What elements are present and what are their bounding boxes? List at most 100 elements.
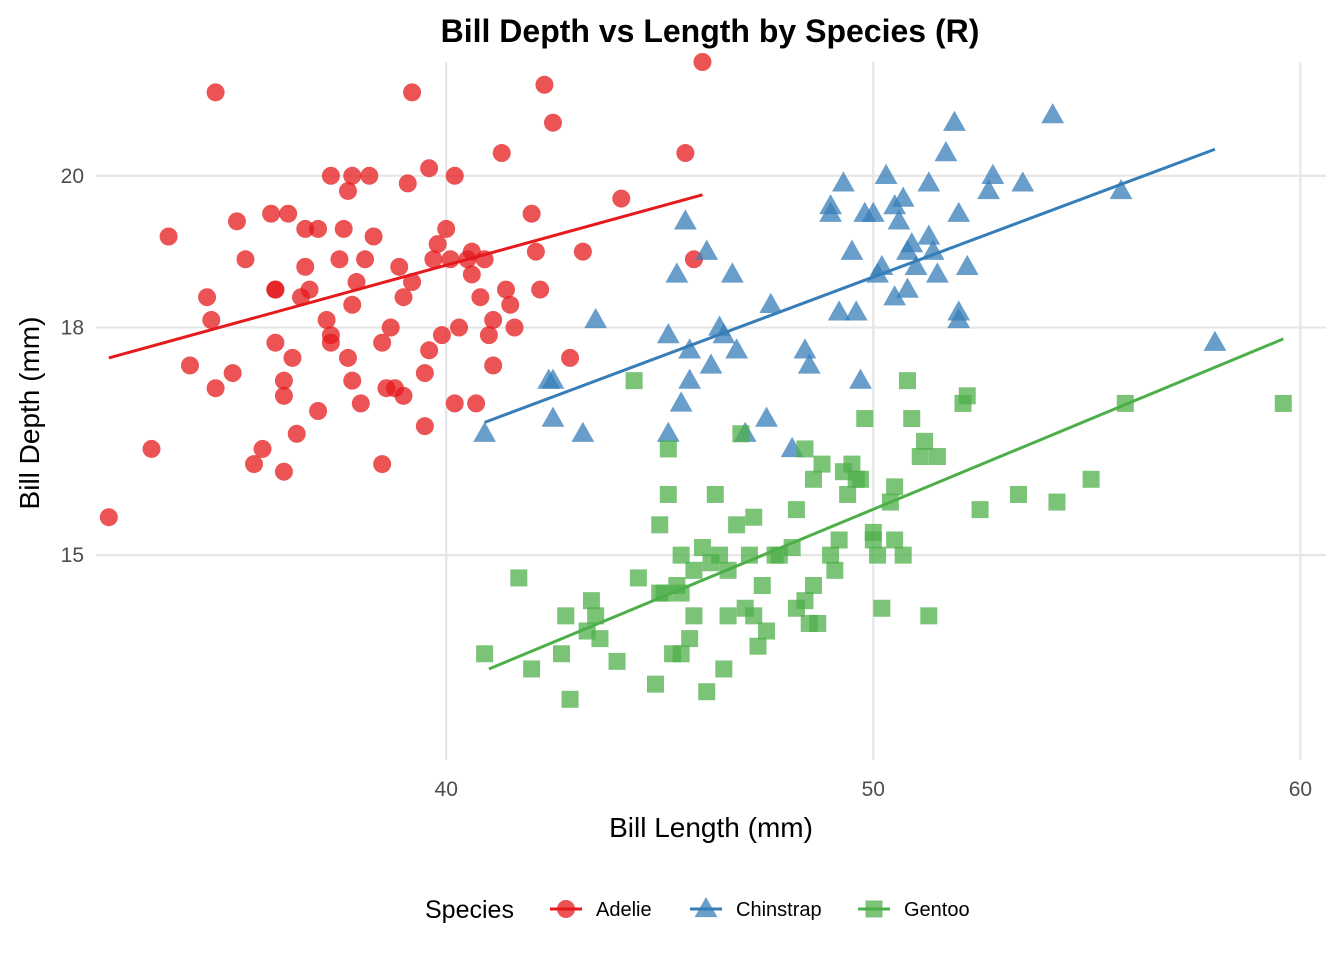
adelie-point: [479, 326, 498, 345]
adelie-point: [441, 250, 460, 269]
chinstrap-point: [678, 338, 702, 359]
adelie-point: [206, 83, 225, 102]
gentoo-point: [869, 546, 887, 564]
x-axis-title: Bill Length (mm): [609, 812, 813, 843]
adelie-point: [283, 348, 302, 367]
adelie-point: [317, 310, 336, 329]
chinstrap-point: [712, 323, 736, 344]
adelie-point: [330, 250, 349, 269]
gentoo-point: [719, 607, 737, 625]
gentoo-point: [834, 463, 852, 481]
gentoo-point: [553, 645, 571, 663]
gentoo-point: [685, 561, 703, 579]
gentoo-point: [625, 372, 643, 390]
adelie-point: [428, 235, 447, 254]
gentoo-point: [659, 485, 677, 503]
adelie-point: [373, 455, 392, 474]
adelie-point: [253, 439, 272, 458]
adelie-point: [475, 250, 494, 269]
chinstrap-point: [921, 239, 945, 260]
adelie-point: [403, 83, 422, 102]
gentoo-point: [783, 539, 801, 557]
chinstrap-point: [673, 209, 697, 230]
gentoo-point: [898, 372, 916, 390]
chinstrap-point: [887, 209, 911, 230]
adelie-point: [462, 265, 481, 284]
chinstrap-point: [695, 239, 719, 260]
adelie-point: [279, 204, 298, 223]
gentoo-point: [903, 410, 921, 428]
chinstrap-fit-line: [484, 147, 1216, 424]
adelie-point: [573, 242, 592, 261]
gentoo-point: [971, 501, 989, 519]
gentoo-point: [587, 607, 605, 625]
gentoo-point: [886, 531, 904, 549]
x-tick-label: 60: [1289, 778, 1312, 801]
adelie-point: [424, 250, 443, 269]
gentoo-point: [911, 448, 929, 466]
gentoo-point: [1048, 493, 1066, 511]
adelie-point: [445, 166, 464, 185]
gentoo-point: [916, 432, 934, 450]
gentoo-point: [873, 599, 891, 617]
gentoo-point: [809, 614, 827, 632]
adelie-point: [505, 318, 524, 337]
adelie-point: [198, 288, 217, 307]
gentoo-point: [715, 660, 733, 678]
adelie-point: [321, 166, 340, 185]
adelie-point: [321, 333, 340, 352]
chinstrap-point: [870, 254, 894, 276]
gentoo-point: [805, 470, 822, 488]
gentoo-point: [608, 652, 626, 670]
gentoo-point: [894, 546, 912, 564]
chinstrap-point: [584, 307, 608, 329]
adelie-point: [450, 318, 469, 337]
y-tick-label: 15: [61, 544, 84, 567]
chinstrap-point: [1011, 171, 1035, 192]
gentoo-point: [1082, 470, 1100, 488]
gentoo-point: [591, 630, 609, 648]
adelie-point: [338, 348, 357, 367]
gentoo-point: [920, 607, 938, 625]
adelie-point: [206, 379, 225, 398]
gentoo-point: [856, 410, 874, 428]
gentoo-point: [928, 448, 946, 466]
adelie-point: [99, 508, 118, 527]
adelie-point: [227, 212, 246, 231]
chinstrap-point: [943, 110, 966, 131]
adelie-point: [373, 333, 392, 352]
gentoo-point: [753, 577, 771, 594]
chinstrap-point: [541, 406, 565, 427]
chinstrap-point: [840, 239, 864, 260]
gentoo-point: [651, 516, 669, 534]
gentoo-point: [839, 485, 857, 503]
gentoo-point: [796, 592, 814, 610]
adelie-point: [360, 166, 379, 185]
gentoo-point: [787, 501, 805, 519]
gentoo-point: [796, 440, 814, 458]
chinstrap-point: [541, 368, 565, 389]
adelie-point: [445, 394, 464, 413]
adelie-point: [274, 462, 293, 481]
legend-gentoo-marker: [865, 900, 883, 918]
chinstrap-point: [571, 421, 595, 442]
chinstrap-point: [473, 421, 497, 442]
gentoo-point: [864, 523, 882, 541]
adelie-point: [501, 295, 520, 314]
gentoo-point: [749, 637, 767, 655]
gentoo-point: [693, 539, 711, 557]
y-axis-ticks: 15 18 20: [61, 165, 84, 567]
chinstrap-point: [665, 262, 689, 283]
gentoo-point: [886, 478, 904, 496]
chinstrap-point: [947, 201, 971, 222]
adelie-point: [415, 364, 434, 383]
chinstrap-point: [947, 300, 971, 321]
adelie-point: [159, 227, 178, 246]
legend-gentoo-label: Gentoo: [904, 899, 970, 921]
gentoo-point: [719, 561, 737, 579]
gentoo-point: [582, 592, 600, 610]
fit-lines: [108, 147, 1284, 671]
legend-chinstrap-marker: [694, 897, 718, 918]
chinstrap-point: [844, 300, 868, 321]
chinstrap-point: [896, 239, 919, 260]
